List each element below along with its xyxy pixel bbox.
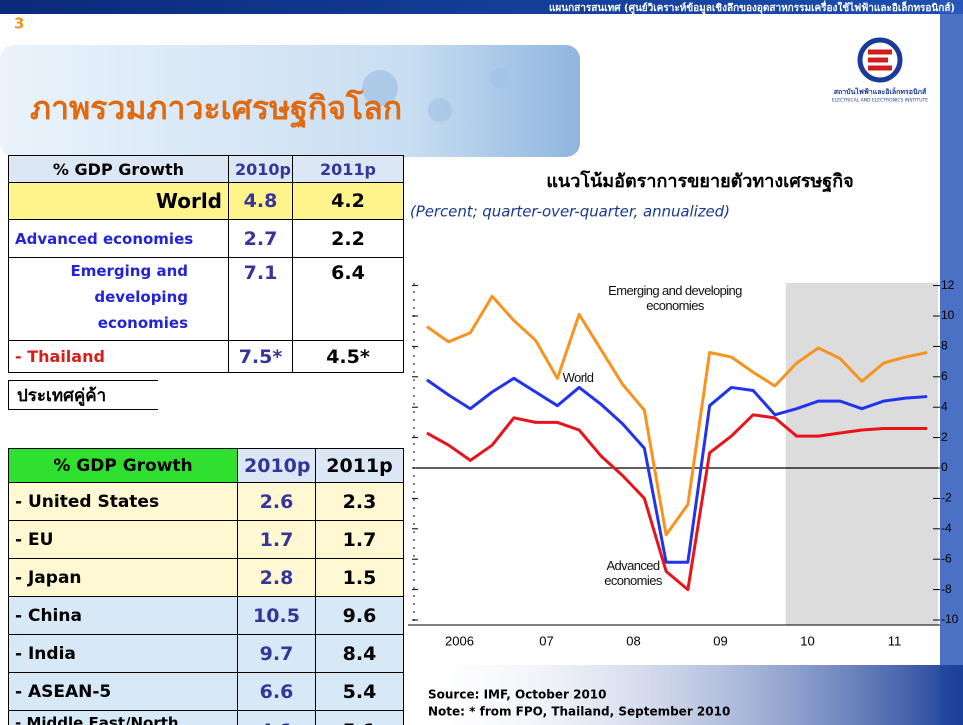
y-tick-label: 6 bbox=[941, 369, 948, 383]
header-cell: 2011p bbox=[293, 156, 404, 183]
table-cell: - Thailand bbox=[9, 341, 229, 373]
x-tick-label: 2006 bbox=[445, 633, 474, 648]
source: Source: IMF, October 2010 bbox=[428, 688, 607, 702]
table-cell: - Japan bbox=[9, 559, 238, 597]
logo-en: ELECTRICAL AND ELECTRONICS INSTITUTE bbox=[832, 98, 928, 104]
y-tick-label: -4 bbox=[941, 521, 952, 535]
x-tick-label: 07 bbox=[539, 633, 553, 648]
x-tick-label: 08 bbox=[626, 633, 640, 648]
table-cell: - Middle East/North Africa bbox=[9, 711, 238, 725]
table-cell: 1.5 bbox=[316, 559, 404, 597]
table-cell: 2.8 bbox=[238, 559, 316, 597]
logo-thai: สถาบันไฟฟ้าและอิเล็กทรอนิกส์ bbox=[834, 87, 927, 96]
y-tick-label: 0 bbox=[941, 460, 948, 474]
table-cell: - China bbox=[9, 597, 238, 635]
table-cell: 7.1 bbox=[229, 258, 293, 341]
table-cell: - EU bbox=[9, 521, 238, 559]
table-cell: 6.4 bbox=[293, 258, 404, 341]
table-cell: - United States bbox=[9, 483, 238, 521]
molecule bbox=[428, 98, 452, 122]
header-cell: 2011p bbox=[316, 449, 404, 483]
table-cell: 9.7 bbox=[238, 635, 316, 673]
table-cell: 4.8 bbox=[229, 183, 293, 220]
table-cell: 2.3 bbox=[316, 483, 404, 521]
table-cell: 4.5* bbox=[293, 341, 404, 373]
y-tick-label: -10 bbox=[941, 612, 959, 626]
table-cell: World bbox=[9, 183, 229, 220]
series-annotation: World bbox=[548, 370, 608, 385]
table-cell: Advanced economies bbox=[9, 220, 229, 258]
table-cell: 9.6 bbox=[316, 597, 404, 635]
table-cell: 6.6 bbox=[238, 673, 316, 711]
chart-title: แนวโน้มอัตราการขยายตัวทางเศรษฐกิจ bbox=[546, 170, 853, 193]
table-cell: 1.7 bbox=[238, 521, 316, 559]
table-cell: Emerging and developing economies bbox=[9, 258, 229, 341]
series-annotation: Emerging and developing economies bbox=[600, 283, 750, 313]
table-cell: 4.2 bbox=[293, 183, 404, 220]
x-tick-label: 10 bbox=[800, 633, 814, 648]
molecule bbox=[490, 68, 510, 88]
y-tick-label: -8 bbox=[941, 582, 952, 596]
y-tick-label: -6 bbox=[941, 551, 952, 565]
slide: 3 แผนกสารสนเทศ (ศูนย์วิเคราะห์ข้อมูลเชิง… bbox=[0, 0, 963, 725]
table-cell: - ASEAN-5 bbox=[9, 673, 238, 711]
table-cell: 5.1 bbox=[316, 711, 404, 725]
header-cell: 2010p bbox=[238, 449, 316, 483]
chart-subtitle: (Percent; quarter-over-quarter, annualiz… bbox=[410, 203, 730, 221]
table-cell: 10.5 bbox=[238, 597, 316, 635]
header-cell: % GDP Growth bbox=[9, 156, 229, 183]
x-tick-label: 11 bbox=[888, 633, 902, 648]
table-row: - Middle East/North Africa4.15.1 bbox=[9, 711, 404, 725]
table-cell: 1.7 bbox=[316, 521, 404, 559]
page-number: 3 bbox=[14, 15, 24, 33]
y-tick-label: 10 bbox=[941, 308, 955, 322]
table-cell: 8.4 bbox=[316, 635, 404, 673]
y-tick-label: 2 bbox=[941, 430, 948, 444]
table-cell: 2.6 bbox=[238, 483, 316, 521]
y-tick-label: 8 bbox=[941, 339, 948, 353]
y-tick-label: 4 bbox=[941, 399, 948, 413]
table-cell: 4.1 bbox=[238, 711, 316, 725]
series-annotation: Advanced economies bbox=[588, 558, 678, 588]
partners-label: ประเทศคู่ค้า bbox=[8, 380, 158, 410]
x-tick-label: 09 bbox=[713, 633, 727, 648]
table-cell: 2.7 bbox=[229, 220, 293, 258]
table-cell: 5.4 bbox=[316, 673, 404, 711]
table-cell: - India bbox=[9, 635, 238, 673]
header-cell: % GDP Growth bbox=[9, 449, 238, 483]
table-cell: 7.5* bbox=[229, 341, 293, 373]
note: Note: * from FPO, Thailand, September 20… bbox=[428, 705, 730, 719]
org-text: แผนกสารสนเทศ (ศูนย์วิเคราะห์ข้อมูลเชิงลึ… bbox=[549, 0, 955, 15]
header-cell: 2010p bbox=[229, 156, 293, 183]
table-cell: 2.2 bbox=[293, 220, 404, 258]
y-tick-label: 12 bbox=[941, 278, 955, 292]
y-tick-label: -2 bbox=[941, 491, 952, 505]
slide-title: ภาพรวมภาวะเศรษฐกิจโลก bbox=[30, 89, 402, 129]
forecast-shade bbox=[786, 283, 938, 625]
